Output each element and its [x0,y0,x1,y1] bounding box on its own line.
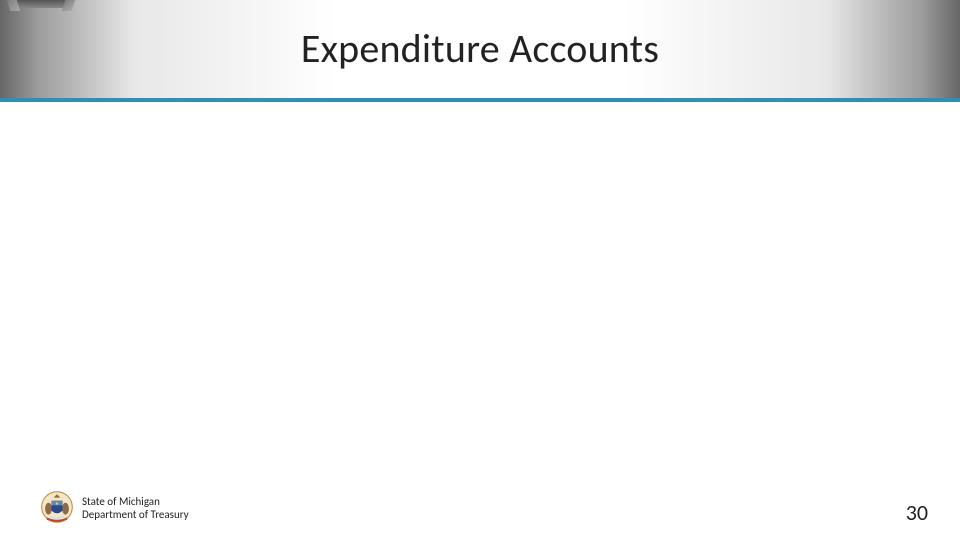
header-tab-decoration [12,0,70,8]
footer: State of Michigan Department of Treasury… [0,484,960,540]
footer-org-line1: State of Michigan [82,495,189,509]
accent-divider [0,98,960,102]
footer-org-line2: Department of Treasury [82,508,189,522]
slide: Expenditure Accounts State of Michigan D… [0,0,960,540]
slide-title: Expenditure Accounts [0,24,960,73]
state-seal-icon [40,490,74,524]
page-number: 30 [906,499,928,526]
footer-org: State of Michigan Department of Treasury [82,495,189,523]
